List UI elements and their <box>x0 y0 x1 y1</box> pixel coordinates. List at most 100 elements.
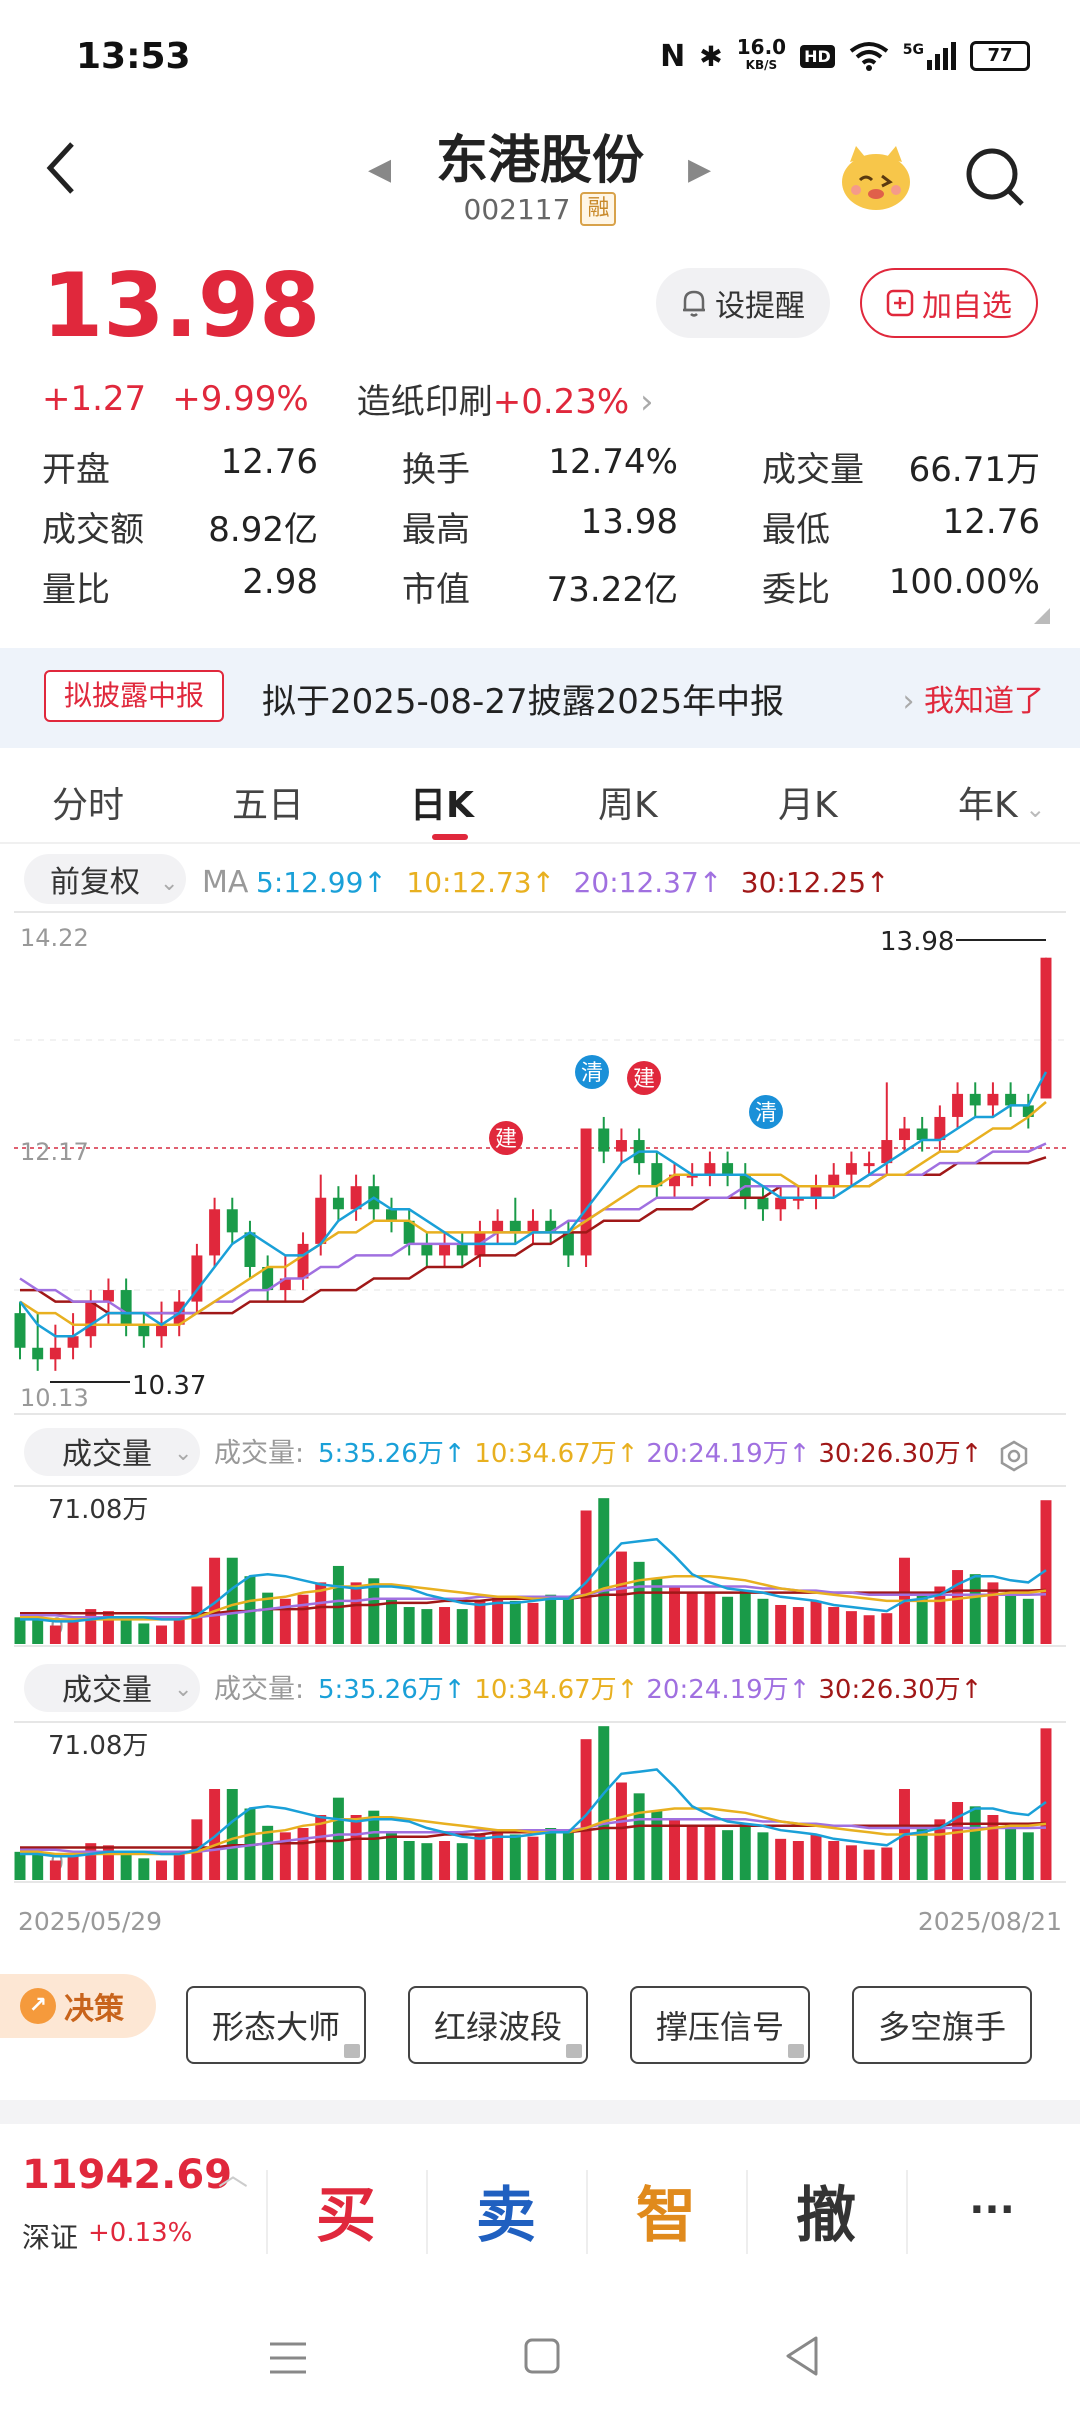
volume-bar <box>102 1845 114 1880</box>
candle-body <box>580 1128 592 1256</box>
volume-bar <box>67 1621 79 1644</box>
candle-body <box>279 1278 291 1291</box>
event-marker-clear-1[interactable]: 清 <box>575 1055 609 1089</box>
next-stock-button[interactable]: ▶ <box>688 152 712 187</box>
low-marker: 10.37 <box>132 1371 206 1401</box>
volume-bar <box>297 1828 309 1880</box>
volume-bar <box>315 1815 327 1880</box>
search-button[interactable] <box>962 144 1028 210</box>
sector-link[interactable]: 造纸印刷+0.23% › <box>356 382 654 422</box>
tool-bull-bear[interactable]: 多空旗手 <box>852 1986 1032 2064</box>
volume-bar <box>633 1793 645 1880</box>
volume-bar <box>739 1590 751 1644</box>
stat-value: 12.74% <box>548 441 678 482</box>
adjust-dropdown[interactable] <box>24 854 186 904</box>
trade-bar: 11942.69 ︿ 深证 +0.13% 买 卖 智 撤 ··· <box>0 2130 1080 2290</box>
volume-bar <box>527 1602 539 1644</box>
volume-bar <box>421 1843 433 1880</box>
ma5-line <box>19 1071 1048 1338</box>
legend-item: 10:34.67万↑ <box>474 1439 638 1469</box>
volume-bar <box>828 1607 840 1644</box>
cancel-order-button[interactable]: 撤 <box>796 2180 856 2251</box>
volume-bar <box>403 1841 415 1880</box>
expand-corner-icon[interactable] <box>1034 608 1050 624</box>
bell-icon <box>683 290 705 317</box>
sell-button[interactable]: 卖 <box>476 2180 536 2251</box>
candle-body <box>704 1163 716 1175</box>
volume-ma-lines-1 <box>20 1537 1047 1623</box>
volume-bar <box>598 1498 610 1644</box>
volume-bar <box>226 1557 238 1644</box>
back-button[interactable] <box>40 138 100 208</box>
volume-bar <box>792 1607 804 1644</box>
more-button[interactable]: ··· <box>969 2187 1015 2233</box>
stat-cell: 最高 13.98 <box>402 502 678 551</box>
candle-body <box>651 1163 663 1187</box>
event-marker-build-2[interactable]: 建 <box>627 1061 661 1095</box>
back-nav-icon[interactable] <box>782 2334 822 2378</box>
set-alert-button[interactable]: 设提醒 <box>656 268 830 338</box>
tab-yearly-k[interactable]: 年K ⌄ <box>958 785 1046 826</box>
stat-cell: 开盘 12.76 <box>42 442 318 491</box>
volume-bars-1 <box>14 1498 1052 1644</box>
tab-daily-k[interactable]: 日K <box>410 785 474 826</box>
menu-icon[interactable] <box>266 2338 310 2378</box>
volume-indicator-dropdown-1[interactable] <box>24 1428 200 1476</box>
dismiss-notice-button[interactable]: › 我知道了 <box>902 684 1044 719</box>
candle-body <box>439 1243 451 1256</box>
candle-body <box>421 1243 433 1256</box>
decision-button[interactable]: ↗ 决策 <box>0 1974 156 2038</box>
kline-chart[interactable]: 前复权 ⌄ MA 5:12.99↑ 10:12.73↑ 20:12.37↑ 30:12… <box>0 846 1080 1946</box>
index-value[interactable]: 11942.69 <box>22 2152 233 2198</box>
home-icon[interactable] <box>522 2336 562 2376</box>
volume-bar <box>881 1847 893 1880</box>
tab-monthly-k[interactable]: 月K <box>778 785 838 826</box>
volume-bar <box>368 1810 380 1880</box>
stat-value: 8.92亿 <box>208 509 318 550</box>
event-marker-clear-2[interactable]: 清 <box>749 1095 783 1129</box>
settings-icon[interactable] <box>1000 1440 1028 1472</box>
smart-button[interactable]: 智 <box>636 2180 696 2251</box>
candle-body <box>1005 1093 1017 1106</box>
legend-item: 30:26.30万↑ <box>818 1675 982 1705</box>
candles <box>14 957 1052 1371</box>
volume-bar <box>562 1832 574 1880</box>
legend-item: 5:35.26万↑ <box>318 1439 466 1469</box>
candle-body <box>67 1336 79 1348</box>
tool-red-green-wave[interactable]: 红绿波段 <box>408 1986 588 2064</box>
prev-stock-button[interactable]: ◀ <box>368 152 392 187</box>
volume-bar <box>792 1841 804 1880</box>
svg-text:成交量:: 成交量: <box>214 1438 304 1469</box>
chevron-down-icon: ⌄ <box>1017 795 1046 823</box>
stat-label: 委比 <box>762 569 830 610</box>
volume-bar <box>863 1849 875 1880</box>
candle-body <box>49 1347 61 1360</box>
add-watchlist-button[interactable]: 加自选 <box>860 268 1038 338</box>
candle-body <box>969 1093 981 1106</box>
tool-pattern-master[interactable]: 形态大师 <box>186 1986 366 2064</box>
volume-bar <box>580 1510 592 1644</box>
bluetooth-icon: ✱ <box>699 39 723 73</box>
tool-support-resistance[interactable]: 撑压信号 <box>630 1986 810 2064</box>
tab-five-day[interactable]: 五日 <box>232 785 305 826</box>
tab-intraday[interactable]: 分时 <box>52 785 125 826</box>
stat-cell: 成交量 66.71万 <box>762 442 1040 491</box>
legend-item: 5:35.26万↑ <box>318 1675 466 1705</box>
mascot-icon[interactable] <box>836 136 916 216</box>
candle-body <box>987 1093 999 1106</box>
volume-bar <box>987 1582 999 1644</box>
volume-bar <box>120 1619 132 1644</box>
volume-bar <box>775 1604 787 1644</box>
volume-bar <box>863 1615 875 1644</box>
volume-bar <box>156 1860 168 1880</box>
chevron-up-icon[interactable]: ︿ <box>218 2158 248 2193</box>
volume-bar <box>279 1598 291 1644</box>
volume-indicator-dropdown-2[interactable] <box>24 1664 200 1712</box>
tab-weekly-k[interactable]: 周K <box>598 785 658 826</box>
event-marker-build-1[interactable]: 建 <box>489 1121 523 1155</box>
stat-row: 量比 2.98 市值 73.22亿 委比 100.00% <box>42 556 1040 616</box>
buy-button[interactable]: 买 <box>316 2180 376 2251</box>
candle-body <box>757 1197 769 1210</box>
stat-cell: 换手 12.74% <box>402 442 678 491</box>
chevron-left-icon <box>46 142 74 194</box>
